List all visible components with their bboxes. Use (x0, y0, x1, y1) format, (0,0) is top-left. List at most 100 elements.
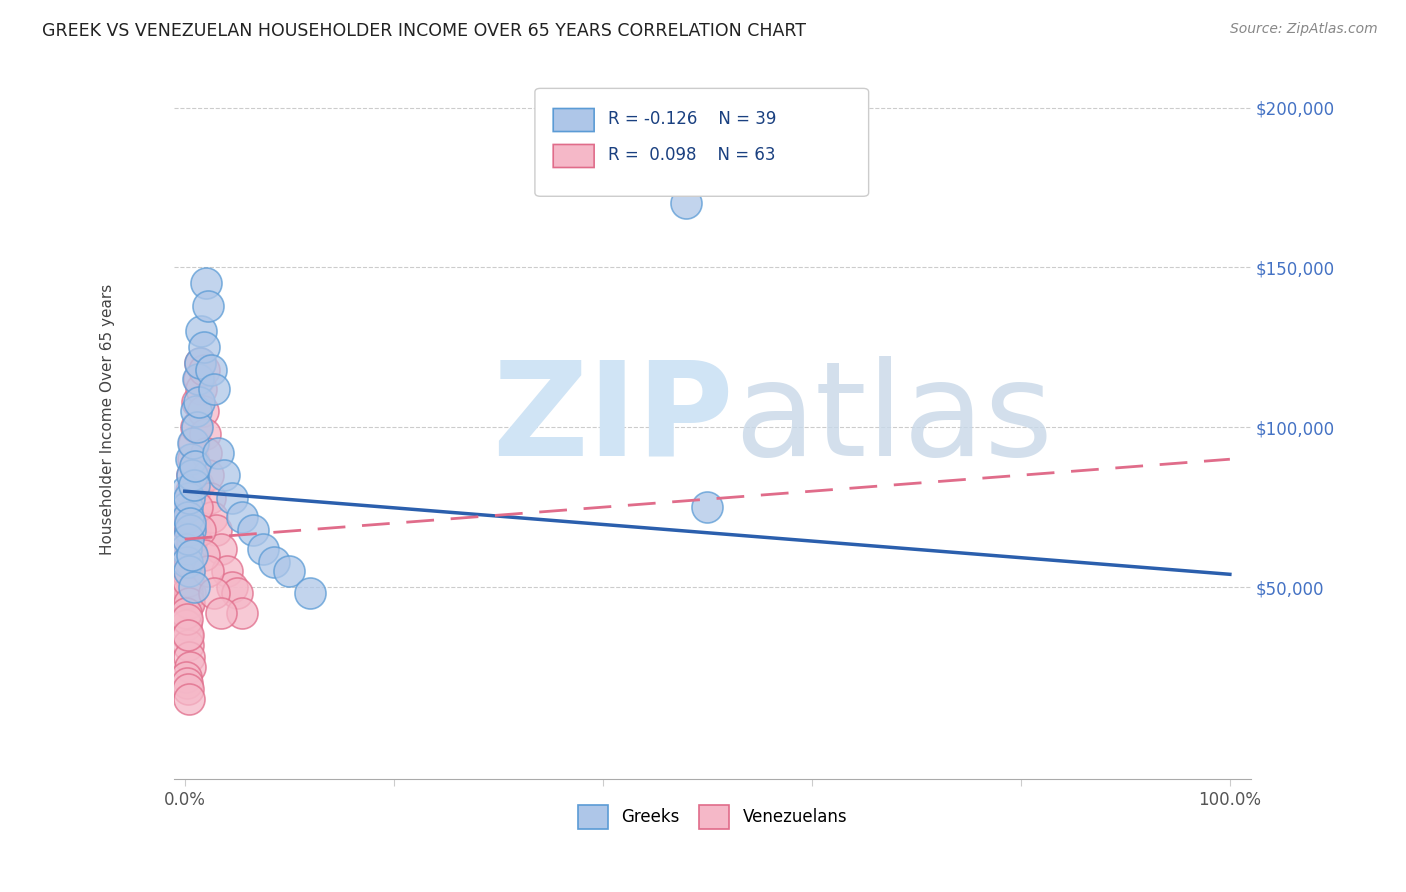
Text: ZIP: ZIP (492, 356, 734, 483)
Text: GREEK VS VENEZUELAN HOUSEHOLDER INCOME OVER 65 YEARS CORRELATION CHART: GREEK VS VENEZUELAN HOUSEHOLDER INCOME O… (42, 22, 806, 40)
Point (190, 523, 212, 537)
Point (177, 509, 200, 524)
Point (176, 500, 198, 515)
Point (184, 458, 207, 473)
Point (177, 682, 200, 697)
Text: atlas: atlas (734, 356, 1053, 483)
Point (174, 564, 197, 578)
Point (176, 516, 198, 531)
Point (226, 586, 249, 600)
Point (193, 548, 215, 562)
Point (179, 523, 201, 537)
Point (193, 340, 215, 354)
Text: R = -0.126    N = 39: R = -0.126 N = 39 (609, 111, 776, 128)
Point (179, 660, 201, 674)
Point (194, 446, 217, 460)
Point (183, 509, 205, 524)
Point (188, 372, 211, 386)
Point (174, 618, 197, 632)
Text: Householder Income Over 65 years: Householder Income Over 65 years (100, 284, 115, 555)
Point (198, 491, 221, 505)
FancyBboxPatch shape (553, 145, 595, 168)
Point (205, 523, 228, 537)
Point (179, 516, 201, 531)
Point (191, 404, 214, 418)
Point (194, 277, 217, 291)
Point (179, 586, 201, 600)
Point (186, 404, 208, 418)
Point (176, 612, 198, 626)
Point (696, 500, 718, 515)
Point (190, 356, 212, 370)
Point (188, 394, 211, 409)
Point (184, 458, 207, 473)
Point (177, 596, 200, 610)
Point (177, 564, 200, 578)
Point (177, 650, 200, 665)
Point (177, 532, 200, 546)
Point (174, 541, 197, 556)
Point (252, 541, 274, 556)
Point (201, 509, 224, 524)
Point (177, 638, 200, 652)
Point (186, 420, 208, 434)
Point (174, 500, 197, 515)
Point (181, 452, 204, 467)
Point (181, 436, 204, 450)
FancyBboxPatch shape (553, 109, 595, 131)
Point (209, 541, 232, 556)
Point (177, 628, 200, 642)
Point (221, 491, 243, 505)
Point (176, 628, 198, 642)
Point (181, 532, 204, 546)
Text: R =  0.098    N = 63: R = 0.098 N = 63 (609, 146, 776, 164)
Point (190, 356, 212, 370)
Point (197, 468, 219, 483)
Point (183, 580, 205, 594)
Point (183, 436, 205, 450)
Point (177, 491, 200, 505)
FancyBboxPatch shape (534, 88, 869, 196)
Point (186, 500, 208, 515)
Point (179, 523, 201, 537)
Point (200, 362, 222, 376)
Point (214, 468, 236, 483)
Point (299, 586, 322, 600)
Point (263, 555, 285, 569)
Point (197, 299, 219, 313)
Point (209, 606, 232, 620)
Point (181, 468, 204, 483)
Point (187, 372, 209, 386)
Point (180, 484, 202, 499)
Point (215, 564, 238, 578)
Point (174, 484, 197, 499)
Point (181, 468, 204, 483)
Point (194, 426, 217, 441)
Point (177, 532, 200, 546)
Point (193, 362, 215, 376)
Legend: Greeks, Venezuelans: Greeks, Venezuelans (571, 798, 853, 835)
Point (181, 548, 204, 562)
Point (202, 382, 225, 396)
Point (207, 446, 229, 460)
Point (177, 574, 200, 588)
Point (202, 586, 225, 600)
Point (176, 580, 198, 594)
Point (242, 523, 264, 537)
Point (177, 564, 200, 578)
Point (174, 670, 197, 684)
Point (186, 394, 208, 409)
Point (180, 541, 202, 556)
Point (190, 382, 212, 396)
Point (181, 516, 204, 531)
Point (179, 555, 201, 569)
Point (221, 580, 243, 594)
Point (187, 477, 209, 491)
Point (231, 606, 253, 620)
Text: Source: ZipAtlas.com: Source: ZipAtlas.com (1230, 22, 1378, 37)
Point (174, 548, 197, 562)
Point (231, 509, 253, 524)
Point (177, 509, 200, 524)
Point (177, 692, 200, 706)
Point (177, 596, 200, 610)
